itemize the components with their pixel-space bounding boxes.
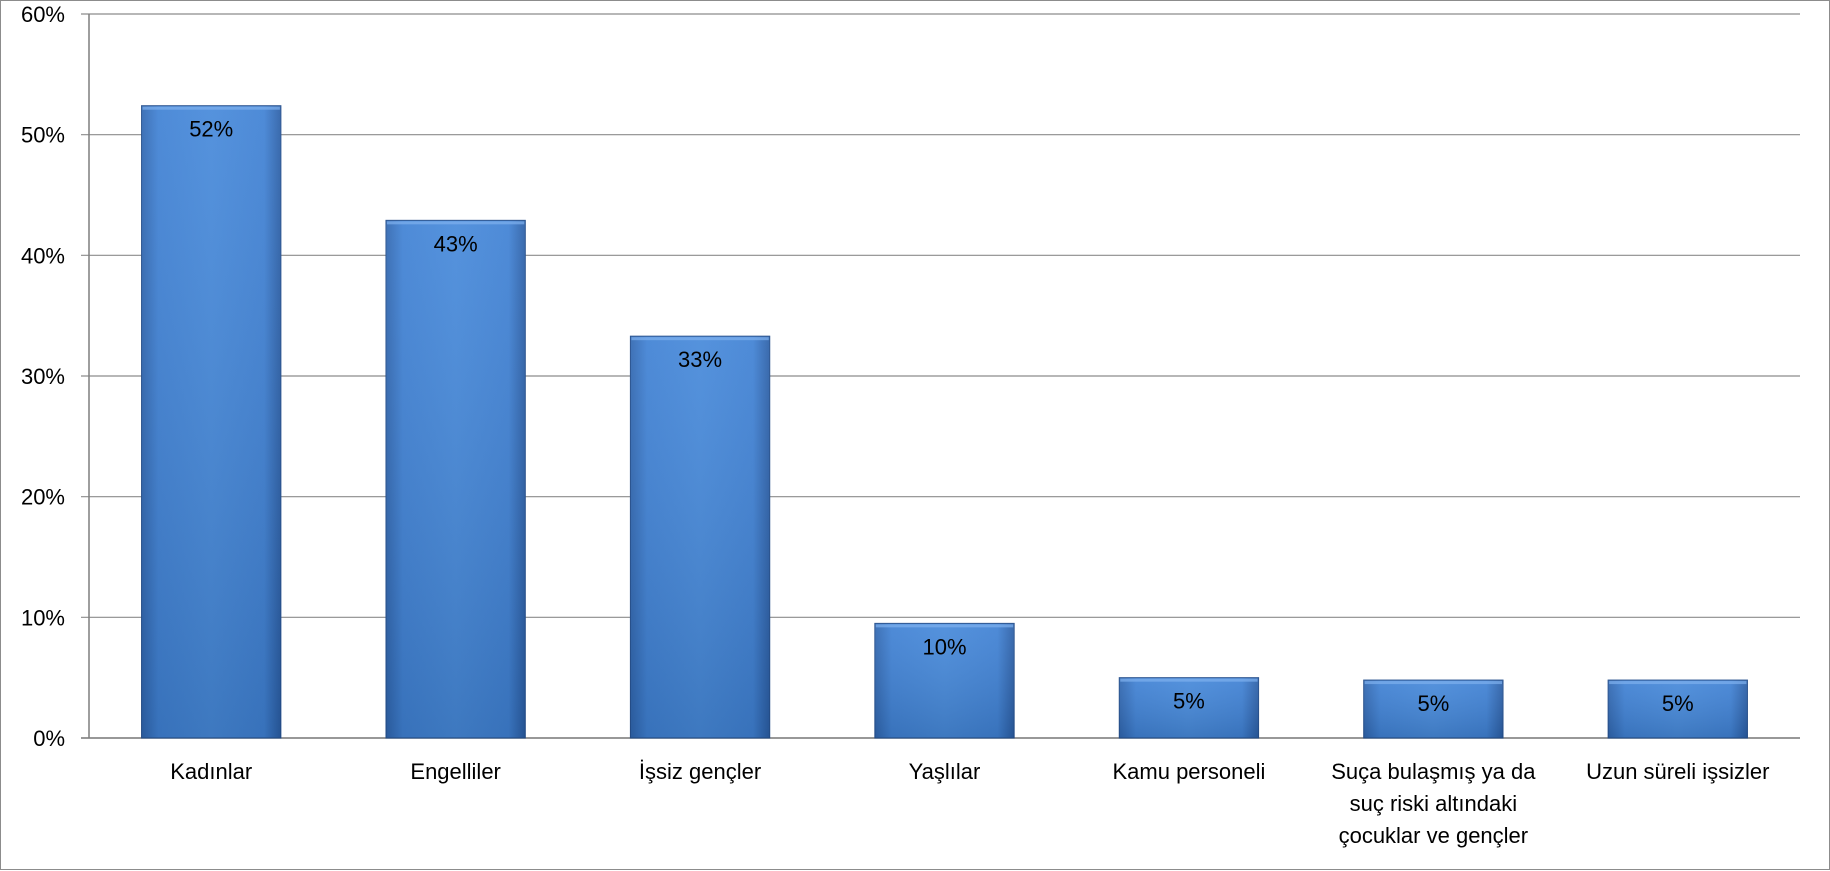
y-tick-label: 30% xyxy=(21,364,65,389)
data-label: 5% xyxy=(1417,691,1449,716)
x-category-label: Suça bulaşmış ya da suç riski altındaki ço… xyxy=(1331,759,1536,848)
bar-group xyxy=(141,105,282,739)
y-tick-label: 60% xyxy=(21,2,65,27)
x-category-label: Kamu personeli xyxy=(1112,759,1265,784)
bar-group xyxy=(1118,677,1260,739)
y-tick-label: 0% xyxy=(33,726,65,751)
y-tick-label: 10% xyxy=(21,605,65,630)
bar-group xyxy=(1607,679,1748,739)
data-label: 43% xyxy=(434,231,478,256)
gridlines xyxy=(81,13,1800,739)
bar-group xyxy=(629,335,771,739)
y-tick-label: 40% xyxy=(21,243,65,268)
data-label: 5% xyxy=(1662,691,1694,716)
bar-top-bevel xyxy=(1609,681,1747,685)
y-tick-label: 20% xyxy=(21,485,65,510)
bar-shade xyxy=(874,623,1015,738)
x-category-label-line: Uzun süreli işsizler xyxy=(1586,759,1769,784)
bar-shade xyxy=(630,336,770,738)
bar-top-bevel xyxy=(386,221,525,225)
bar-shade xyxy=(1119,677,1259,738)
bar-shade xyxy=(1363,680,1504,738)
y-tick-labels: 0% 10% 20% 30% 40% 50% 60% xyxy=(21,2,65,751)
x-category-label-line: Engelliler xyxy=(410,759,501,784)
bar-group xyxy=(874,622,1015,739)
x-category-label: Kadınlar xyxy=(170,759,252,784)
x-category-label-line: Suça bulaşmış ya da xyxy=(1331,759,1536,784)
x-category-label: Uzun süreli işsizler xyxy=(1586,759,1769,784)
bar-top-bevel xyxy=(1120,678,1258,682)
data-label: 10% xyxy=(922,634,966,659)
x-category-label-line: İşsiz gençler xyxy=(639,759,761,784)
y-tick-label: 50% xyxy=(21,123,65,148)
data-label: 33% xyxy=(678,347,722,372)
x-category-label-line: Kadınlar xyxy=(170,759,252,784)
x-category-label-line: Yaşlılar xyxy=(909,759,981,784)
bar-top-bevel xyxy=(631,337,769,341)
data-label: 5% xyxy=(1173,689,1205,714)
x-category-label-line: çocuklar ve gençler xyxy=(1339,823,1529,848)
bar-top-bevel xyxy=(1364,681,1503,685)
x-category-label: İşsiz gençler xyxy=(639,759,761,784)
bar-group xyxy=(385,219,526,739)
bars xyxy=(141,105,1748,739)
x-category-label-line: Kamu personeli xyxy=(1112,759,1265,784)
bar-group xyxy=(1363,679,1504,739)
x-category-label: Yaşlılar xyxy=(909,759,981,784)
data-labels: 52% 43% 33% 10% 5% 5% 5% xyxy=(189,117,1693,716)
bar-shade xyxy=(385,220,526,739)
x-category-label-line: suç riski altındaki xyxy=(1350,791,1518,816)
bar-top-bevel xyxy=(875,624,1014,628)
bar-top-bevel xyxy=(142,106,280,110)
x-category-label: Engelliler xyxy=(410,759,501,784)
x-category-labels: Kadınlar Engelliler İşsiz gençler Yaşlılar K… xyxy=(170,759,1769,848)
bar-shade xyxy=(141,105,281,738)
data-label: 52% xyxy=(189,117,233,142)
bar-shade xyxy=(1608,680,1748,738)
